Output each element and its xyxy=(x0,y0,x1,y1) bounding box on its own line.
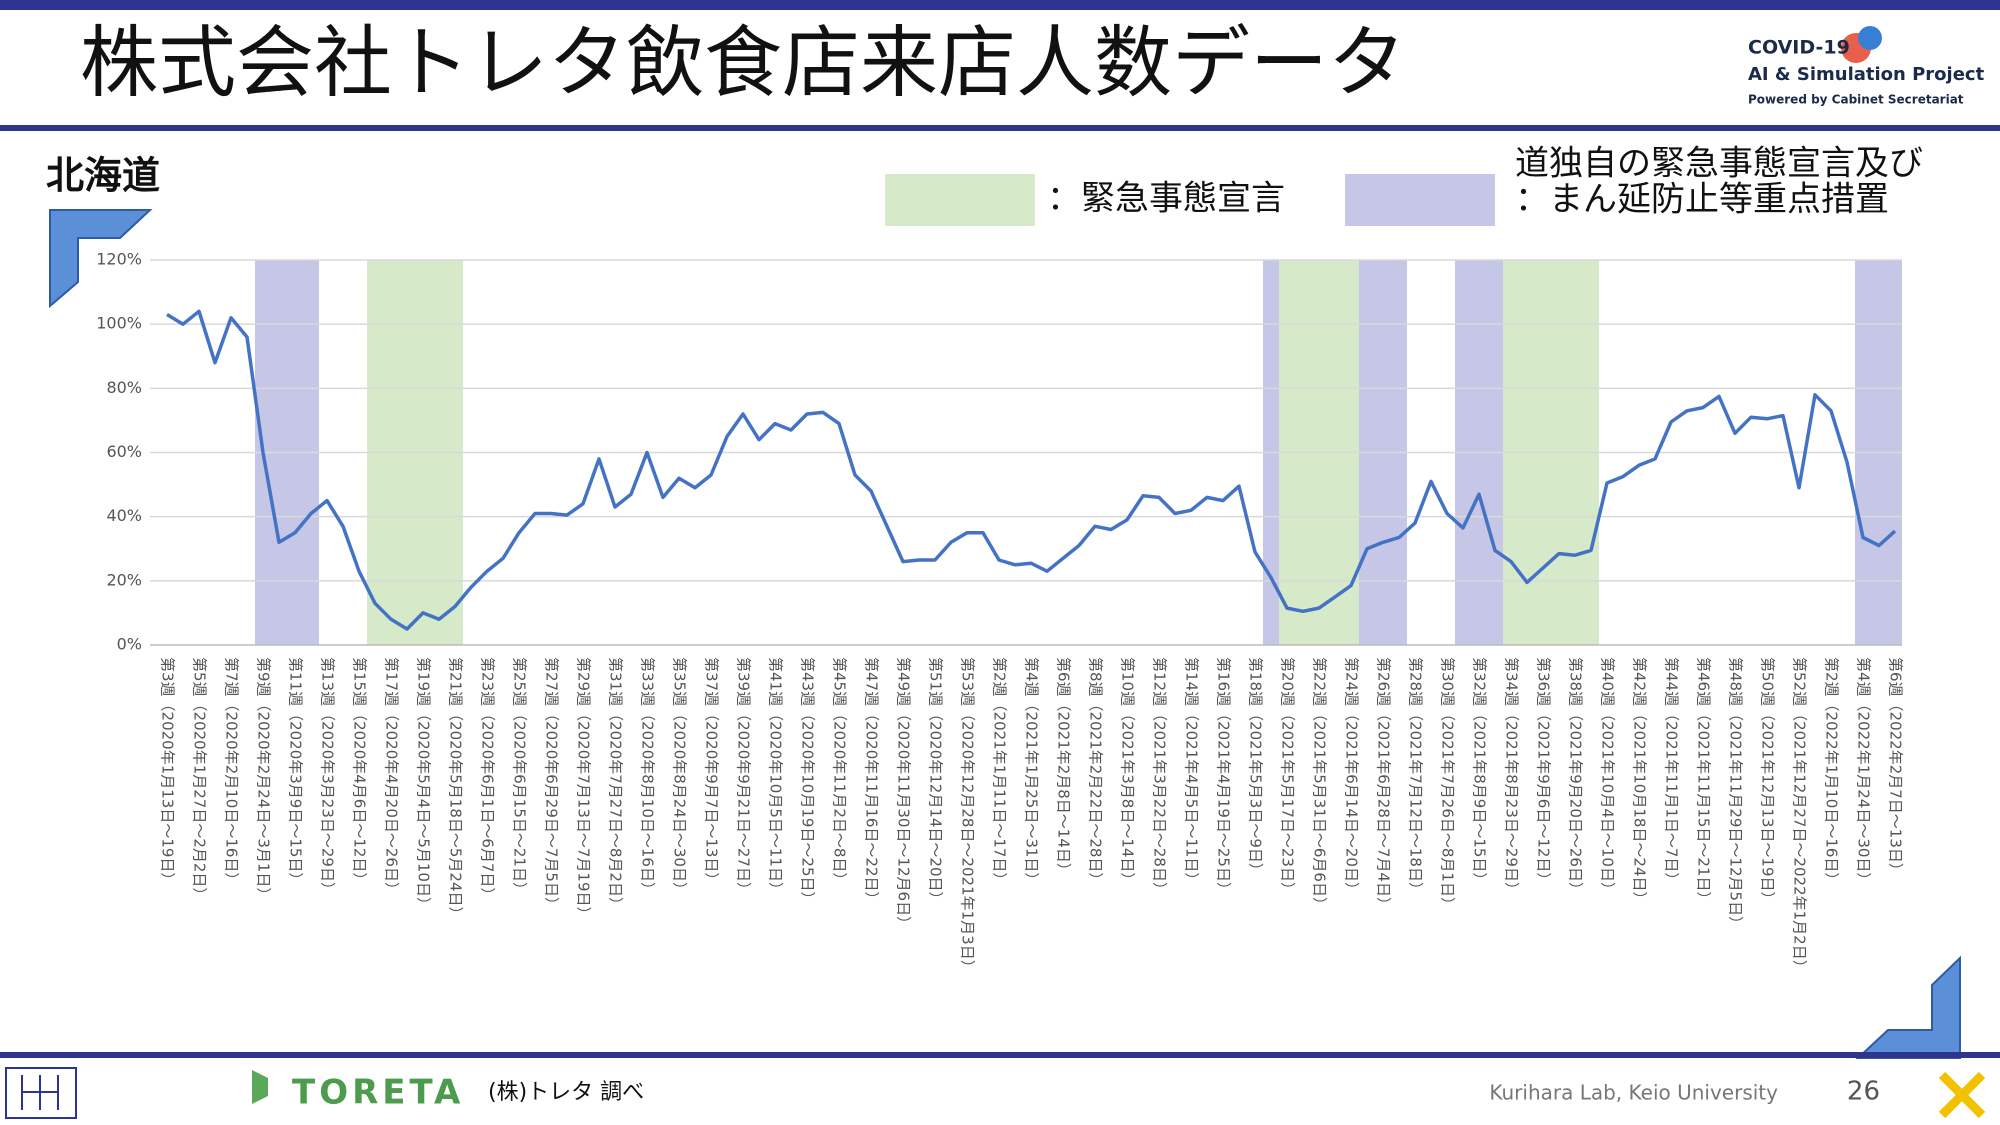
x-tick-label: 第7週（2020年2月10日～16日） xyxy=(223,657,241,887)
y-tick-label: 100% xyxy=(96,314,142,333)
x-tick-label: 第15週（2020年4月6日～12日） xyxy=(351,657,369,887)
y-tick-label: 40% xyxy=(106,506,142,525)
x-tick-label: 第10週（2021年3月8日～14日） xyxy=(1119,657,1137,887)
top-bar xyxy=(0,0,2000,10)
x-tick-label: 第14週（2021年4月5日～11日） xyxy=(1183,657,1201,887)
x-tick-label: 第45週（2020年11月2日～8日） xyxy=(831,657,849,887)
x-tick-label: 第6週（2022年2月7日～13日） xyxy=(1887,657,1905,878)
x-tick-label: 第11週（2020年3月9日～15日） xyxy=(287,657,305,887)
x-tick-label: 第53週（2020年12月28日～2021年1月3日） xyxy=(959,657,977,975)
x-tick-label: 第42週（2021年10月18日～24日） xyxy=(1631,657,1649,907)
footer-deco xyxy=(1938,1071,1986,1119)
x-tick-label: 第49週（2020年11月30日～12月6日） xyxy=(895,657,913,931)
x-tick-label: 第30週（2021年7月26日～8月1日） xyxy=(1439,657,1457,912)
corner-deco xyxy=(49,209,153,309)
corner-deco xyxy=(1855,955,1961,1059)
y-tick-label: 80% xyxy=(106,378,142,397)
x-tick-label: 第27週（2020年6月29日～7月5日） xyxy=(543,657,561,912)
data-line xyxy=(166,309,1897,631)
x-tick-label: 第43週（2020年10月19日～25日） xyxy=(799,657,817,907)
legend-label: ：まん延防止等重点措置 xyxy=(1515,180,1889,220)
x-tick-label: 第2週（2022年1月10日～16日） xyxy=(1823,657,1841,887)
x-tick-label: 第31週（2020年7月27日～8月2日） xyxy=(607,657,625,912)
x-tick-label: 第33週（2020年8月10日～16日） xyxy=(639,657,657,897)
legend-label: 道独自の緊急事態宣言及び xyxy=(1515,144,1923,184)
x-tick-label: 第2週（2021年1月11日～17日） xyxy=(991,657,1009,887)
logo-text: Powered by Cabinet Secretariat xyxy=(1748,93,1964,107)
logo-text: COVID-19 xyxy=(1748,37,1850,59)
x-tick-label: 第40週（2021年10月4日～10日） xyxy=(1599,657,1617,897)
y-tick-label: 120% xyxy=(96,250,142,269)
legend-swatch xyxy=(1345,174,1495,226)
x-tick-label: 第52週（2021年12月27日～2022年1月2日） xyxy=(1791,657,1809,975)
x-tick-label: 第44週（2021年11月1日～7日） xyxy=(1663,657,1681,887)
slide-title: 株式会社トレタ飲食店来店人数データ xyxy=(80,18,1406,108)
y-tick-label: 20% xyxy=(106,570,142,589)
x-tick-label: 第13週（2020年3月23日～29日） xyxy=(319,657,337,897)
chart: ：緊急事態宣言 道独自の緊急事態宣言及び：まん延防止等重点措置 0% 20% 40% 60… xyxy=(96,144,1923,975)
x-tick-label: 第41週（2020年10月5日～11日） xyxy=(767,657,785,897)
x-tick-label: 第37週（2020年9月7日～13日） xyxy=(703,657,721,887)
brand-icon xyxy=(252,1070,268,1104)
x-tick-label: 第22週（2021年5月31日～6月6日） xyxy=(1311,657,1329,912)
x-tick-label: 第39週（2020年9月21日～27日） xyxy=(735,657,753,897)
source: (株)トレタ 調べ xyxy=(488,1080,644,1105)
x-tick-label: 第17週（2020年4月20日～26日） xyxy=(383,657,401,897)
x-tick-label: 第12週（2021年3月22日～28日） xyxy=(1151,657,1169,897)
brand: TORETA xyxy=(292,1073,464,1113)
header-rule xyxy=(0,125,2000,131)
logo-text: AI & Simulation Project xyxy=(1748,64,1985,85)
y-tick-label: 60% xyxy=(106,442,142,461)
x-tick-label: 第23週（2020年6月1日～6月7日） xyxy=(479,657,497,902)
x-tick-label: 第19週（2020年5月4日～5月10日） xyxy=(415,657,433,912)
x-tick-label: 第32週（2021年8月9日～15日） xyxy=(1471,657,1489,887)
x-tick-label: 第16週（2021年4月19日～25日） xyxy=(1215,657,1233,897)
x-tick-label: 第24週（2021年6月14日～20日） xyxy=(1343,657,1361,897)
x-tick-label: 第20週（2021年5月17日～23日） xyxy=(1279,657,1297,897)
x-tick-label: 第35週（2020年8月24日～30日） xyxy=(671,657,689,897)
x-tick-label: 第50週（2021年12月13日～19日） xyxy=(1759,657,1777,907)
x-tick-label: 第26週（2021年6月28日～7月4日） xyxy=(1375,657,1393,912)
x-tick-label: 第38週（2021年9月20日～26日） xyxy=(1567,657,1585,897)
region-label: 北海道 xyxy=(46,154,160,198)
x-tick-label: 第28週（2021年7月12日～18日） xyxy=(1407,657,1425,897)
x-tick-label: 第18週（2021年5月3日～9日） xyxy=(1247,657,1265,878)
y-tick-label: 0% xyxy=(117,635,142,654)
lab: Kurihara Lab, Keio University xyxy=(1489,1081,1778,1105)
x-tick-label: 第25週（2020年6月15日～21日） xyxy=(511,657,529,897)
footer-logo xyxy=(21,1075,59,1110)
x-tick-label: 第4週（2022年1月24日～30日） xyxy=(1855,657,1873,887)
footer-rule xyxy=(0,1052,2000,1058)
x-tick-label: 第46週（2021年11月15日～21日） xyxy=(1695,657,1713,907)
legend-label: ：緊急事態宣言 xyxy=(1047,179,1285,219)
logo-dot xyxy=(1858,26,1882,50)
x-tick-label: 第9週（2020年2月24日～3月1日） xyxy=(255,657,273,902)
x-tick-label: 第29週（2020年7月13日～7月19日） xyxy=(575,657,593,922)
x-tick-label: 第36週（2021年9月6日～12日） xyxy=(1535,657,1553,887)
x-tick-label: 第8週（2021年2月22日～28日） xyxy=(1087,657,1105,887)
x-tick-label: 第51週（2020年12月14日～20日） xyxy=(927,657,945,907)
x-tick-label: 第48週（2021年11月29日～12月5日） xyxy=(1727,657,1745,931)
x-tick-label: 第21週（2020年5月18日～5月24日） xyxy=(447,657,465,922)
footer-logo xyxy=(5,1067,77,1119)
x-tick-label: 第34週（2021年8月23日～29日） xyxy=(1503,657,1521,897)
x-tick-label: 第4週（2021年1月25日～31日） xyxy=(1023,657,1041,887)
page-number: 26 xyxy=(1847,1077,1880,1107)
x-tick-label: 第5週（2020年1月27日～2月2日） xyxy=(191,657,209,902)
x-tick-label: 第47週（2020年11月16日～22日） xyxy=(863,657,881,907)
legend-swatch xyxy=(885,174,1035,226)
x-tick-label: 第3週（2020年1月13日～19日） xyxy=(159,657,177,887)
x-tick-label: 第6週（2021年2月8日～14日） xyxy=(1055,657,1073,878)
